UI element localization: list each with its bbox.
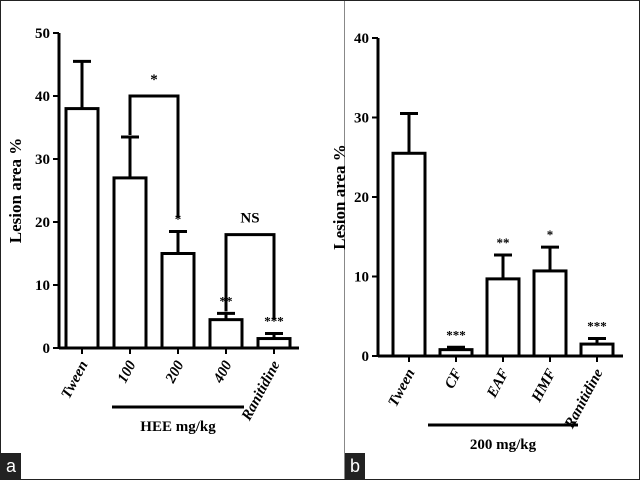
significance-label: *** xyxy=(446,327,466,342)
panel-label-a: a xyxy=(1,453,21,479)
bar xyxy=(112,176,148,350)
significance-label: * xyxy=(175,211,182,226)
y-tick-label: 0 xyxy=(43,341,51,357)
y-axis-title: Lesion area % xyxy=(6,138,25,243)
y-tick-label: 40 xyxy=(354,31,369,47)
group-label: HEE mg/kg xyxy=(140,419,216,435)
bar xyxy=(579,342,615,358)
group-label: 200 mg/kg xyxy=(470,437,537,453)
y-tick-label: 20 xyxy=(354,190,369,206)
y-tick-label: 30 xyxy=(354,111,369,127)
significance-label: * xyxy=(547,227,554,242)
panel-a: 0 10 20 30 40 50 Lesion area % Tween 100 * 200 ** 40… xyxy=(1,1,321,479)
x-tick-label: CF xyxy=(442,366,466,391)
x-tick-label: 200 xyxy=(162,358,187,387)
x-tick-label: HMF xyxy=(528,366,559,405)
comparison-bracket xyxy=(224,233,276,320)
panel-b: 0 10 20 30 40 Lesion area % Tween *** CF ** EAF * HM… xyxy=(323,1,640,479)
bar xyxy=(391,151,427,358)
x-tick-label: Ranitidine xyxy=(561,366,606,432)
chart-b: 0 10 20 30 40 Lesion area % Tween *** CF ** EAF * HM… xyxy=(330,31,623,453)
bar xyxy=(160,252,196,350)
bar xyxy=(485,277,521,358)
y-tick-label: 50 xyxy=(35,26,50,42)
x-tick-label: Ranitidine xyxy=(238,358,283,424)
y-tick-label: 10 xyxy=(354,270,369,286)
significance-label: *** xyxy=(264,314,284,329)
y-tick-label: 10 xyxy=(35,278,50,294)
comparison-label: NS xyxy=(240,211,259,227)
x-tick-label: Tween xyxy=(385,366,418,409)
bar xyxy=(256,337,292,350)
comparison-bracket xyxy=(128,94,180,218)
x-tick-label: 100 xyxy=(115,358,140,386)
y-tick-label: 0 xyxy=(362,349,370,365)
significance-label: *** xyxy=(587,319,607,334)
y-tick-label: 30 xyxy=(35,152,50,168)
y-tick-label: 20 xyxy=(35,215,50,231)
bar xyxy=(532,269,568,358)
bar xyxy=(208,318,244,350)
x-tick-label: EAF xyxy=(484,366,513,401)
x-tick-label: 400 xyxy=(210,358,235,387)
comparison-label: * xyxy=(150,72,158,88)
x-tick-label: Tween xyxy=(58,358,91,401)
significance-label: ** xyxy=(497,235,510,250)
bar xyxy=(438,348,474,358)
panel-label-b: b xyxy=(345,453,365,479)
y-axis-title: Lesion area % xyxy=(330,144,349,249)
bar xyxy=(64,107,100,350)
panel-divider xyxy=(344,1,345,479)
y-tick-label: 40 xyxy=(35,89,50,105)
